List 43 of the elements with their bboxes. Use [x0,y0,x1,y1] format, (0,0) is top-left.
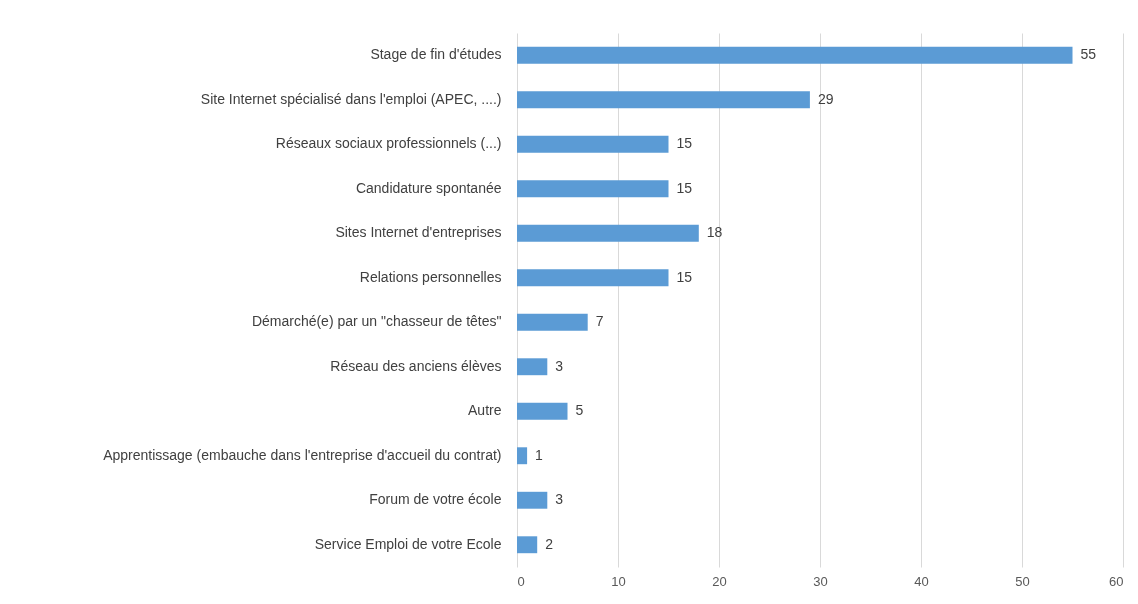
bar [517,269,669,287]
x-tick-label: 20 [712,573,727,589]
y-tick-label: Relations personnelles [359,268,502,285]
bar [517,447,528,465]
data-label: 5 [575,402,584,419]
y-tick-label: Service Emploi de votre Ecole [314,535,502,552]
data-label: 55 [1080,46,1097,63]
bar [517,180,669,198]
x-tick-label: 60 [1109,573,1124,589]
data-label: 29 [817,90,834,107]
bar [517,224,699,242]
bar [517,358,548,376]
bar [517,491,548,509]
x-tick-label: 0 [517,573,525,589]
x-tick-label: 30 [813,573,828,589]
data-label: 18 [706,224,723,241]
data-label: 3 [555,491,564,508]
data-label: 2 [545,535,554,552]
bar [517,536,538,554]
y-tick-label: Apprentissage (embauche dans l'entreprise d'accueil du contrat) [103,446,502,463]
bar [517,46,1073,64]
data-label: 15 [676,179,693,196]
bar [517,135,669,153]
data-label: 15 [676,268,693,285]
y-tick-label: Autre [468,402,502,419]
x-tick-label: 40 [914,573,929,589]
x-tick-label: 10 [611,573,626,589]
bar [517,402,568,420]
data-label: 15 [676,135,693,152]
data-label: 1 [535,446,544,463]
y-tick-label: Réseau des anciens élèves [330,357,502,374]
bar [517,313,588,331]
y-tick-label: Forum de votre école [369,491,502,508]
y-tick-label: Stage de fin d'études [370,46,502,63]
data-label: 3 [555,357,564,374]
y-tick-label: Sites Internet d'entreprises [335,224,502,241]
x-tick-label: 50 [1015,573,1030,589]
y-tick-label: Site Internet spécialisé dans l'emploi (APEC, ....) [200,90,502,107]
bar [517,91,810,109]
y-tick-label: Candidature spontanée [355,179,502,196]
y-tick-label: Réseaux sociaux professionnels (...) [275,135,502,152]
data-label: 7 [595,313,604,330]
y-tick-label: Démarché(e) par un "chasseur de têtes" [251,313,502,330]
